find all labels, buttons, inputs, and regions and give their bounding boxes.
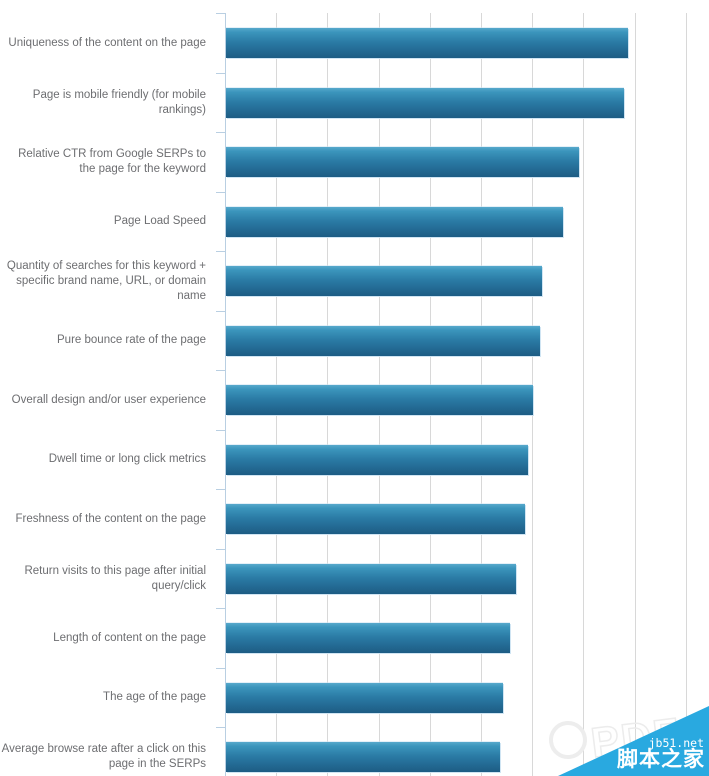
y-axis-tick: [216, 13, 225, 14]
y-axis-tick: [216, 608, 225, 609]
category-label: Pure bounce rate of the page: [57, 334, 206, 346]
gridline: [583, 13, 585, 776]
category-label: Quantity of searches for this keyword + …: [6, 259, 206, 302]
category-label: Dwell time or long click metrics: [48, 453, 206, 465]
watermark-site-name: 脚本之家: [617, 748, 705, 771]
y-axis-line: [225, 13, 226, 776]
y-axis-tick: [216, 667, 225, 669]
y-axis-tick: [216, 429, 225, 431]
bar: [226, 742, 500, 772]
category-label: Page Load Speed: [113, 215, 206, 227]
bar: [226, 147, 580, 177]
y-axis-tick: [216, 310, 225, 312]
y-axis-tick: [216, 72, 225, 74]
category-label: Overall design and/or user experience: [11, 393, 206, 406]
category-label: Return visits to this page after initial…: [24, 564, 206, 592]
bar: [226, 504, 525, 534]
y-axis-tick: [216, 370, 225, 371]
bar: [226, 682, 503, 713]
category-label: Page is mobile friendly (for mobile rank…: [32, 88, 206, 116]
gridline: [685, 13, 687, 776]
y-axis-tick: [216, 727, 225, 728]
bar: [226, 325, 540, 356]
bar: [226, 563, 516, 594]
category-label: Length of content on the page: [53, 631, 206, 644]
y-axis-tick: [216, 191, 225, 193]
y-axis-tick: [216, 251, 225, 252]
bar: [226, 87, 625, 118]
y-axis-tick: [216, 489, 225, 490]
bar: [226, 623, 511, 653]
category-label: The age of the page: [103, 691, 206, 703]
bar: [226, 385, 534, 415]
y-axis-tick: [216, 132, 225, 133]
bar: [226, 444, 529, 475]
category-label: Relative CTR from Google SERPs to the pa…: [18, 148, 206, 175]
bar: [226, 266, 542, 296]
y-axis-tick: [216, 548, 225, 550]
watermark-site-url: jb51.net: [648, 736, 704, 750]
category-label: Uniqueness of the content on the page: [8, 36, 206, 49]
category-label: Average browse rate after a click on thi…: [1, 743, 206, 770]
category-label: Freshness of the content on the page: [15, 512, 206, 525]
bar: [226, 206, 563, 237]
gridline: [634, 13, 636, 776]
bar: [226, 28, 628, 58]
